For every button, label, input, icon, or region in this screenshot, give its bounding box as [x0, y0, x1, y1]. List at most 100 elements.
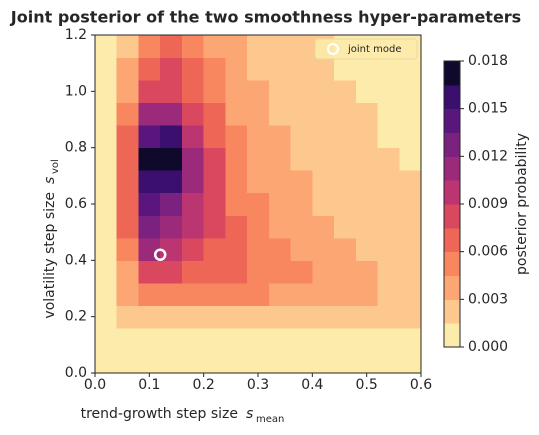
contour-cell — [268, 260, 292, 284]
colorbar-band — [444, 61, 460, 86]
contour-cell — [247, 215, 270, 239]
contour-cell — [203, 260, 226, 284]
contour-cell — [225, 237, 248, 261]
contour-cell — [138, 102, 161, 126]
contour-cell — [399, 102, 422, 126]
contour-cell — [160, 350, 183, 374]
contour-cell — [334, 305, 357, 329]
contour-cell — [116, 350, 139, 374]
y-tick-label: 0.0 — [65, 365, 87, 381]
contour-cell — [95, 35, 118, 59]
contour-cell — [181, 192, 205, 216]
contour-cell — [290, 282, 313, 306]
contour-cell — [203, 305, 226, 329]
contour-cell — [290, 260, 313, 284]
contour-cell — [247, 147, 270, 171]
contour-cell — [116, 80, 139, 104]
contour-cell — [181, 80, 205, 104]
contour-cell — [377, 215, 400, 239]
contour-cell — [247, 350, 270, 374]
contour-cell — [334, 260, 357, 284]
contour-cell — [399, 125, 422, 149]
contour-cell — [95, 192, 118, 216]
legend-box — [314, 38, 418, 60]
contour-cell — [355, 192, 379, 216]
contour-cell — [268, 57, 292, 81]
contour-cell — [399, 215, 422, 239]
contour-cell — [290, 35, 313, 59]
contour-cell — [334, 80, 357, 104]
contour-cell — [312, 125, 335, 149]
contour-cell — [399, 260, 422, 284]
contour-cell — [160, 282, 183, 306]
contour-cell — [377, 147, 400, 171]
colorbar-band — [444, 180, 460, 205]
contour-cell — [290, 192, 313, 216]
contour-cell — [160, 147, 183, 171]
contour-cell — [203, 125, 226, 149]
contour-cell — [377, 327, 400, 351]
contour-cell — [116, 170, 139, 194]
contour-cell — [247, 327, 270, 351]
contour-cell — [334, 170, 357, 194]
contour-cell — [247, 170, 270, 194]
contour-cell — [290, 125, 313, 149]
contour-cell — [355, 102, 379, 126]
contour-cell — [355, 57, 379, 81]
contour-cell — [247, 102, 270, 126]
contour-cell — [203, 80, 226, 104]
contour-cell — [312, 215, 335, 239]
contour-cell — [312, 327, 335, 351]
contour-cell — [290, 102, 313, 126]
contour-cell — [334, 282, 357, 306]
contour-cell — [138, 125, 161, 149]
x-tick-label: 0.5 — [356, 377, 378, 393]
axes: 0.0 0.1 0.2 0.3 0.4 0.5 0.6 0.0 0.2 0.4 0.6 0.8 1.0 1… — [65, 27, 432, 393]
contour-cell — [268, 35, 292, 59]
contour-cell — [399, 80, 422, 104]
contour-cell — [290, 215, 313, 239]
contour-cell — [116, 35, 139, 59]
contour-cell — [95, 327, 118, 351]
contour-cell — [225, 282, 248, 306]
contour-cell — [355, 305, 379, 329]
x-tick-label: 0.4 — [301, 377, 323, 393]
contour-cell — [138, 260, 161, 284]
colorbar-band — [444, 204, 460, 229]
contour-cell — [138, 305, 161, 329]
contour-cell — [355, 282, 379, 306]
contour-cell — [116, 282, 139, 306]
contour-cell — [225, 215, 248, 239]
colorbar-tick-label: 0.018 — [468, 53, 508, 69]
contour-cell — [355, 147, 379, 171]
contour-cell — [181, 327, 205, 351]
contour-cell — [116, 215, 139, 239]
contour-cell — [377, 260, 400, 284]
contour-cell — [247, 237, 270, 261]
colorbar-band — [444, 299, 460, 324]
contour-cell — [268, 327, 292, 351]
contour-cell — [203, 282, 226, 306]
contour-cell — [225, 80, 248, 104]
contour-cell — [268, 215, 292, 239]
contour-cell — [138, 147, 161, 171]
contour-cell — [181, 125, 205, 149]
y-tick-label: 1.2 — [65, 27, 87, 43]
x-axis-label: trend-growth step size — [81, 406, 238, 422]
contour-cell — [160, 80, 183, 104]
contour-cell — [334, 57, 357, 81]
contour-cell — [334, 215, 357, 239]
colorbar-band — [444, 84, 460, 110]
contour-cell — [399, 350, 422, 374]
contour-cell — [399, 327, 422, 351]
colorbar-tick-label: 0.003 — [468, 291, 508, 307]
y-tick-label: 0.2 — [65, 309, 87, 325]
contour-cell — [377, 350, 400, 374]
contour-cell — [116, 260, 139, 284]
contour-cell — [160, 327, 183, 351]
legend-marker — [327, 43, 339, 55]
contour-cell — [116, 327, 139, 351]
contour-cell — [203, 350, 226, 374]
contour-cell — [181, 260, 205, 284]
contour-cell — [225, 170, 248, 194]
